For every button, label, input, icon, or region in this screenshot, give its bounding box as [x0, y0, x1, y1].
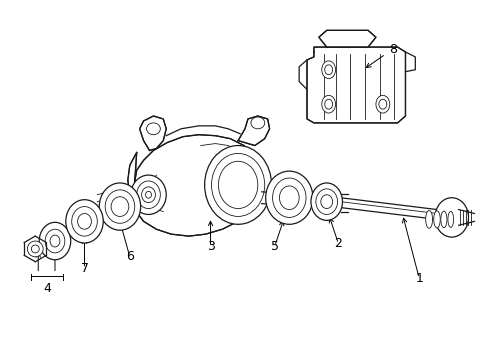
Text: 1: 1 [416, 272, 423, 285]
Ellipse shape [426, 211, 433, 228]
Ellipse shape [448, 211, 454, 228]
Text: 7: 7 [80, 262, 89, 275]
Ellipse shape [379, 99, 387, 109]
Ellipse shape [322, 61, 336, 78]
Ellipse shape [137, 181, 160, 208]
Ellipse shape [66, 200, 103, 243]
Polygon shape [307, 47, 406, 123]
Text: 5: 5 [270, 240, 278, 253]
Ellipse shape [251, 117, 265, 129]
Text: 2: 2 [335, 238, 343, 251]
Polygon shape [140, 116, 166, 150]
Ellipse shape [325, 65, 333, 75]
Ellipse shape [146, 191, 151, 198]
Ellipse shape [205, 145, 271, 224]
Ellipse shape [322, 95, 336, 113]
Text: 6: 6 [126, 250, 134, 263]
Ellipse shape [435, 198, 468, 237]
Polygon shape [238, 116, 270, 145]
Polygon shape [128, 135, 262, 236]
Ellipse shape [341, 32, 352, 42]
Ellipse shape [39, 222, 71, 260]
Ellipse shape [131, 175, 166, 215]
Ellipse shape [27, 241, 43, 257]
Polygon shape [319, 30, 376, 47]
Ellipse shape [31, 245, 39, 253]
Ellipse shape [434, 211, 440, 228]
Text: 3: 3 [207, 240, 215, 253]
Text: 8: 8 [389, 42, 397, 55]
Ellipse shape [266, 171, 313, 224]
Text: 4: 4 [43, 282, 51, 295]
Ellipse shape [325, 99, 333, 109]
Ellipse shape [311, 183, 343, 220]
Ellipse shape [99, 183, 141, 230]
Ellipse shape [441, 211, 447, 228]
Ellipse shape [147, 123, 160, 135]
Polygon shape [127, 139, 264, 231]
Ellipse shape [142, 187, 155, 203]
Ellipse shape [376, 95, 390, 113]
